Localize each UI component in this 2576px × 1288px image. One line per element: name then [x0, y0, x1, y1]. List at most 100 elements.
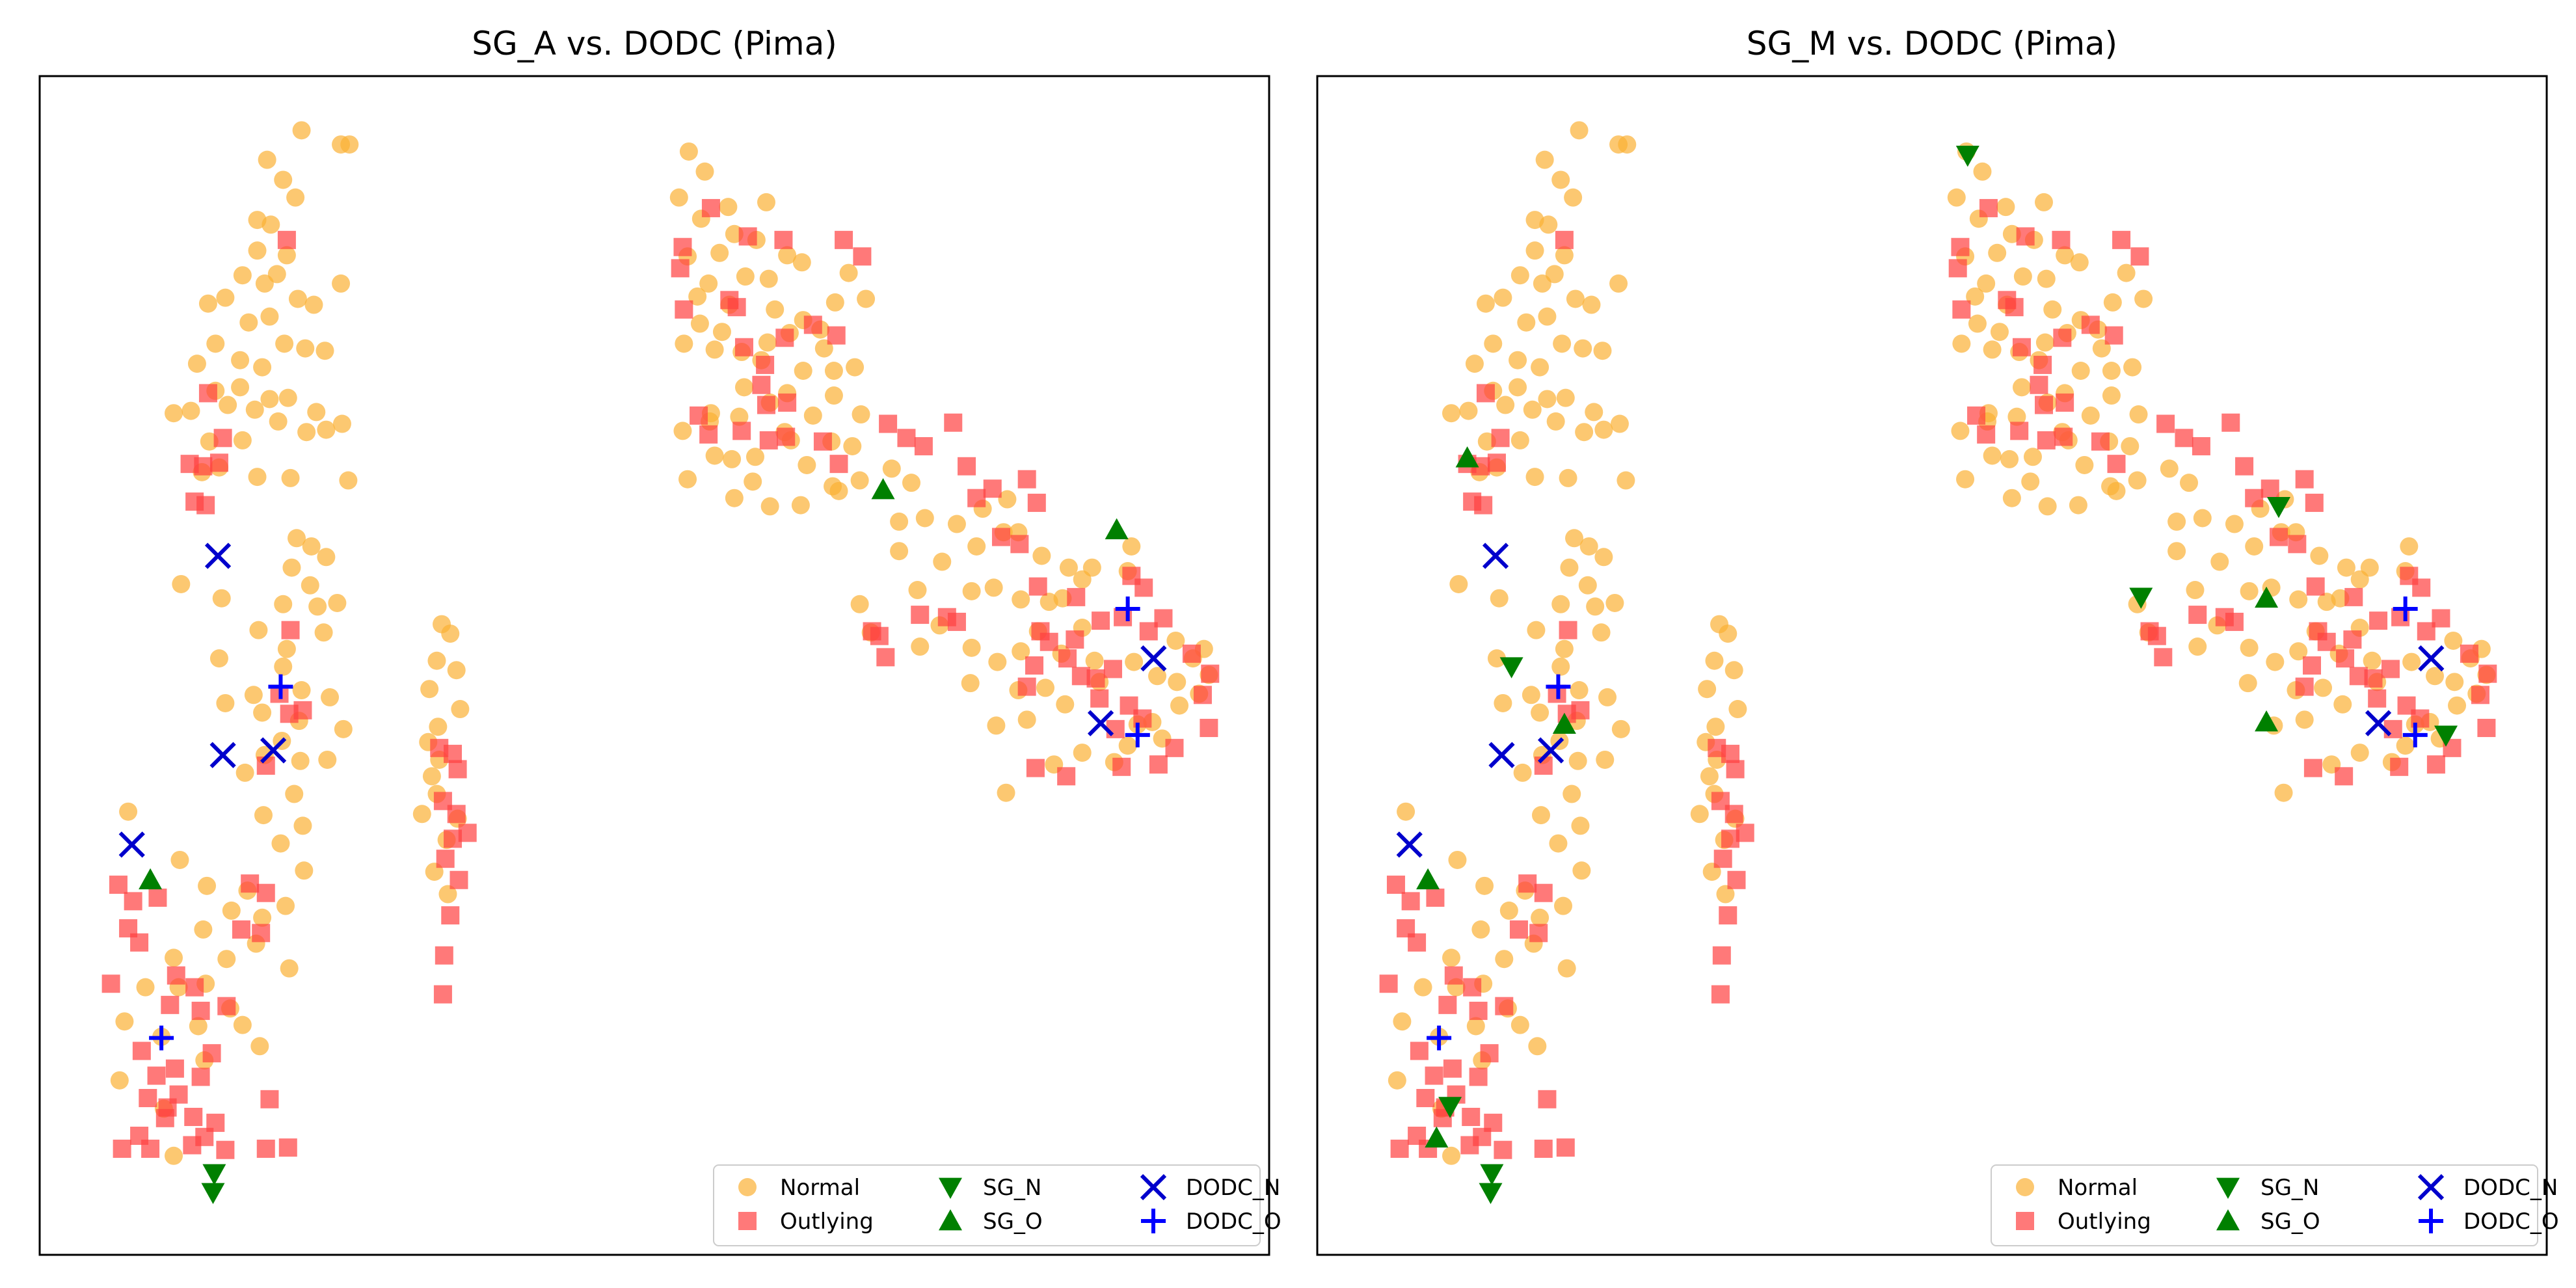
normal-point [231, 378, 250, 397]
outlying-point [1090, 689, 1109, 708]
outlying-point [827, 326, 846, 345]
outlying-point [1952, 300, 1971, 319]
normal-point [2013, 267, 2032, 286]
normal-point [2102, 386, 2121, 405]
outlying-point [2235, 457, 2254, 476]
outlying-point [1726, 760, 1745, 779]
normal-point [730, 407, 749, 426]
legend-box [713, 1164, 1261, 1246]
normal-point [198, 876, 217, 895]
normal-point [1574, 339, 1592, 358]
outlying-point [165, 1059, 184, 1078]
normal-point [2035, 333, 2054, 352]
normal-point [997, 783, 1015, 802]
dodc-n-point [260, 737, 287, 764]
normal-point [165, 948, 183, 967]
normal-point [269, 412, 288, 431]
normal-point [1551, 595, 1570, 613]
normal-point [292, 681, 311, 700]
outlying-point [720, 291, 739, 310]
outlying-point [1182, 644, 1201, 663]
normal-point [249, 621, 268, 639]
normal-point [1728, 700, 1747, 719]
outlying-point [1998, 291, 2017, 310]
normal-point [759, 269, 778, 288]
sg-o-point [2255, 710, 2279, 732]
normal-point [745, 448, 764, 466]
normal-point [1531, 908, 1550, 927]
normal-point [1564, 188, 1583, 207]
sg-n-point [202, 1164, 226, 1185]
normal-point [1554, 896, 1572, 915]
outlying-point [2052, 230, 2071, 249]
normal-point [295, 861, 314, 880]
normal-point [209, 649, 228, 668]
normal-point [1563, 785, 1581, 803]
outlying-point [444, 744, 463, 763]
normal-point [1572, 861, 1591, 880]
normal-point [1582, 295, 1601, 314]
outlying-point [277, 230, 296, 249]
normal-point [1466, 1017, 1485, 1036]
normal-point [1032, 546, 1051, 565]
outlying-point [2156, 414, 2175, 433]
normal-point [2350, 744, 2369, 762]
outlying-point [435, 946, 453, 965]
normal-point [760, 497, 779, 516]
normal-point [1610, 414, 1629, 433]
normal-point [673, 422, 692, 440]
dodc-n-point [1087, 710, 1114, 736]
normal-point [1531, 358, 1550, 377]
normal-point [1549, 834, 1568, 853]
normal-point [110, 1071, 129, 1090]
outlying-point [991, 528, 1010, 546]
normal-point [2034, 193, 2053, 211]
normal-point [908, 581, 927, 600]
normal-point [2002, 489, 2021, 507]
outlying-point [148, 888, 167, 907]
outlying-point [2034, 396, 2053, 414]
outlying-point [752, 375, 771, 394]
normal-point [2295, 710, 2314, 729]
normal-point [829, 481, 848, 500]
normal-point [427, 651, 446, 670]
outlying-point [2390, 757, 2409, 776]
outlying-point [260, 1090, 279, 1108]
outlying-point [2432, 609, 2450, 628]
normal-point [1578, 576, 1597, 595]
normal-point [1523, 400, 1542, 419]
normal-point [1947, 188, 1966, 207]
normal-point [1036, 678, 1055, 697]
normal-point [277, 639, 296, 658]
outlying-point [1408, 933, 1427, 952]
normal-point [1012, 642, 1030, 661]
normal-point [1393, 1012, 1412, 1031]
outlying-point [113, 1139, 131, 1158]
outlying-point [2091, 432, 2110, 451]
normal-point [1585, 403, 1603, 422]
outlying-point [2010, 422, 2029, 440]
normal-point [2012, 378, 2031, 397]
outlying-point [983, 479, 1002, 498]
normal-point [1494, 288, 1512, 307]
outlying-point [2030, 375, 2048, 394]
legend-sg_o-marker [2216, 1209, 2240, 1231]
legend-normal-label: Normal [2058, 1175, 2138, 1201]
outlying-point [947, 612, 966, 631]
dodc-o-point [2402, 722, 2428, 747]
outlying-point [2426, 755, 2445, 774]
sg-n-point [2266, 496, 2290, 518]
normal-point [719, 198, 738, 217]
outlying-point [256, 883, 275, 902]
normal-point [2128, 471, 2147, 490]
normal-point [947, 515, 966, 533]
outlying-point [2140, 622, 2159, 641]
normal-point [2103, 293, 2122, 312]
normal-point [271, 834, 290, 853]
outlying-point [1025, 656, 1044, 675]
normal-point [274, 595, 293, 613]
left-legend: Normal Outlying SG_N SG_O DODC_N DODC_O [713, 1164, 1281, 1246]
outlying-point [1534, 1139, 1553, 1158]
outlying-point [184, 1107, 203, 1126]
dodc-o-point [2393, 597, 2418, 622]
